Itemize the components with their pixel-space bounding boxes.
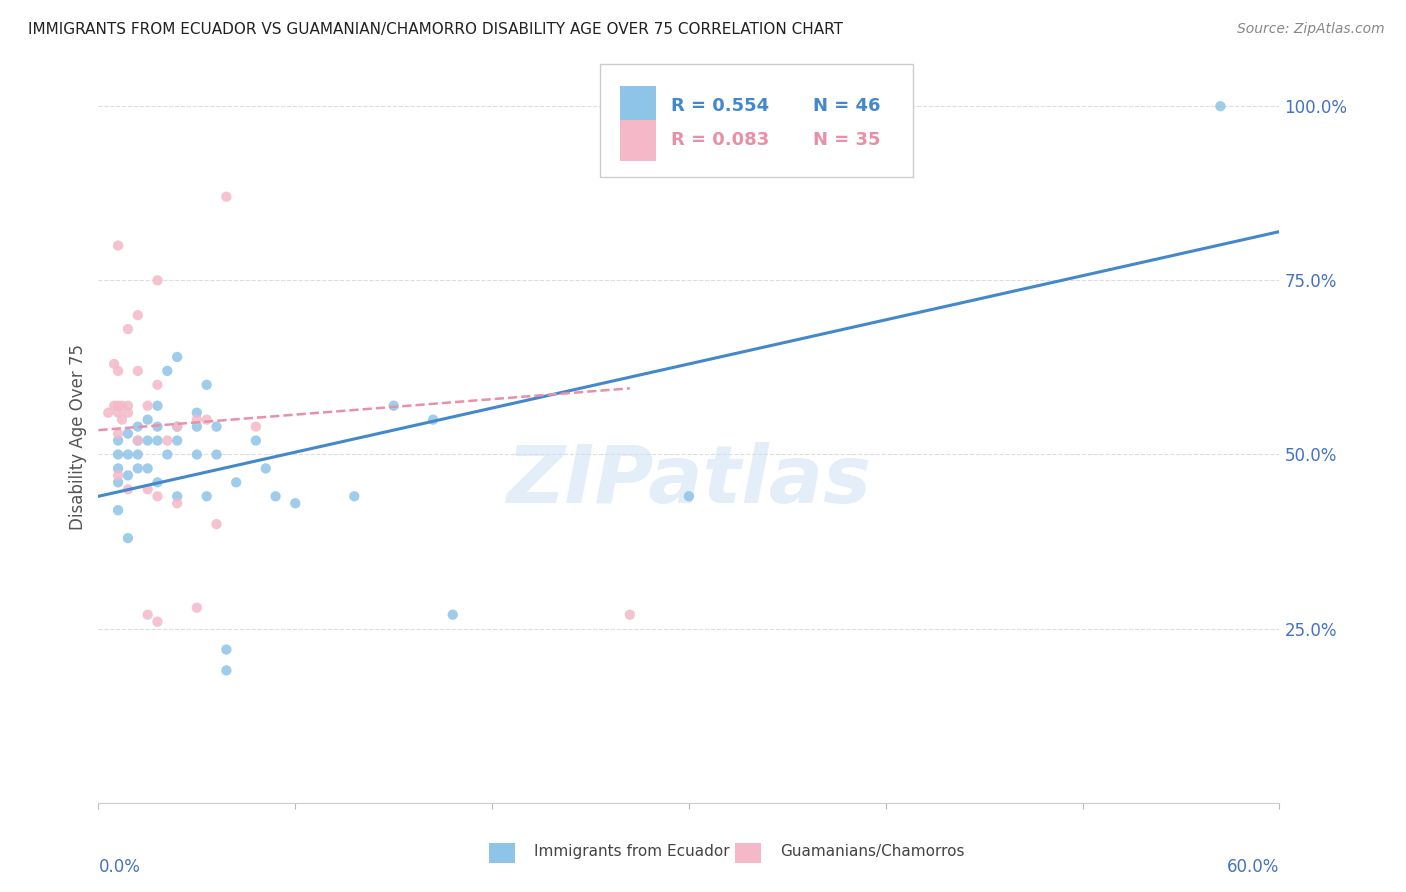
Point: [186, 419, 208, 434]
Point: [195, 489, 218, 503]
Point: [195, 412, 218, 426]
Point: [107, 434, 129, 448]
Point: [186, 412, 208, 426]
Point: [127, 364, 149, 378]
Point: [107, 475, 129, 490]
Text: IMMIGRANTS FROM ECUADOR VS GUAMANIAN/CHAMORRO DISABILITY AGE OVER 75 CORRELATION: IMMIGRANTS FROM ECUADOR VS GUAMANIAN/CHA…: [28, 22, 844, 37]
Point: [146, 399, 169, 413]
Point: [156, 364, 179, 378]
Point: [136, 607, 159, 622]
Point: [245, 419, 267, 434]
Point: [245, 434, 267, 448]
Point: [107, 238, 129, 252]
Point: [136, 461, 159, 475]
Point: [441, 607, 464, 622]
Text: 60.0%: 60.0%: [1227, 858, 1279, 876]
Point: [186, 406, 208, 420]
Point: [186, 600, 208, 615]
Point: [146, 273, 169, 287]
Point: [146, 489, 169, 503]
Point: [117, 448, 139, 462]
Point: [166, 419, 188, 434]
Text: N = 46: N = 46: [813, 97, 880, 115]
Point: [103, 399, 125, 413]
Point: [136, 434, 159, 448]
Point: [107, 461, 129, 475]
Point: [382, 399, 405, 413]
Point: [117, 399, 139, 413]
Point: [678, 489, 700, 503]
Point: [107, 364, 129, 378]
Point: [97, 406, 120, 420]
Point: [127, 308, 149, 322]
FancyBboxPatch shape: [620, 120, 655, 161]
Point: [254, 461, 277, 475]
Point: [205, 419, 228, 434]
Point: [117, 531, 139, 545]
Point: [146, 419, 169, 434]
Point: [1209, 99, 1232, 113]
Point: [166, 496, 188, 510]
Point: [127, 461, 149, 475]
Point: [166, 419, 188, 434]
Point: [103, 357, 125, 371]
Point: [146, 434, 169, 448]
Point: [117, 426, 139, 441]
Point: [215, 190, 238, 204]
Point: [117, 406, 139, 420]
Point: [107, 406, 129, 420]
Point: [111, 412, 134, 426]
Point: [215, 642, 238, 657]
Point: [166, 489, 188, 503]
Point: [127, 434, 149, 448]
Text: 0.0%: 0.0%: [98, 858, 141, 876]
FancyBboxPatch shape: [620, 86, 655, 127]
Text: R = 0.083: R = 0.083: [671, 131, 769, 150]
Point: [117, 468, 139, 483]
Point: [117, 322, 139, 336]
Point: [156, 434, 179, 448]
Point: [195, 377, 218, 392]
Point: [146, 615, 169, 629]
Point: [619, 607, 641, 622]
Point: [127, 434, 149, 448]
Point: [205, 517, 228, 532]
Point: [343, 489, 366, 503]
FancyBboxPatch shape: [600, 64, 914, 178]
Point: [284, 496, 307, 510]
Point: [107, 399, 129, 413]
Point: [264, 489, 287, 503]
Text: Guamanians/Chamorros: Guamanians/Chamorros: [780, 845, 965, 859]
Point: [215, 664, 238, 678]
Point: [166, 350, 188, 364]
Text: Immigrants from Ecuador: Immigrants from Ecuador: [534, 845, 730, 859]
Point: [156, 448, 179, 462]
Text: Source: ZipAtlas.com: Source: ZipAtlas.com: [1237, 22, 1385, 37]
Point: [107, 426, 129, 441]
Text: N = 35: N = 35: [813, 131, 880, 150]
Y-axis label: Disability Age Over 75: Disability Age Over 75: [69, 344, 87, 530]
Point: [107, 448, 129, 462]
Point: [127, 419, 149, 434]
Point: [136, 483, 159, 497]
Point: [107, 468, 129, 483]
Point: [146, 377, 169, 392]
Point: [146, 475, 169, 490]
Point: [111, 399, 134, 413]
Point: [166, 434, 188, 448]
Text: R = 0.554: R = 0.554: [671, 97, 769, 115]
Point: [422, 412, 444, 426]
Point: [205, 448, 228, 462]
Point: [186, 448, 208, 462]
Point: [107, 503, 129, 517]
Point: [136, 399, 159, 413]
Point: [225, 475, 247, 490]
Point: [127, 448, 149, 462]
Point: [117, 483, 139, 497]
Point: [136, 412, 159, 426]
Text: ZIPatlas: ZIPatlas: [506, 442, 872, 520]
